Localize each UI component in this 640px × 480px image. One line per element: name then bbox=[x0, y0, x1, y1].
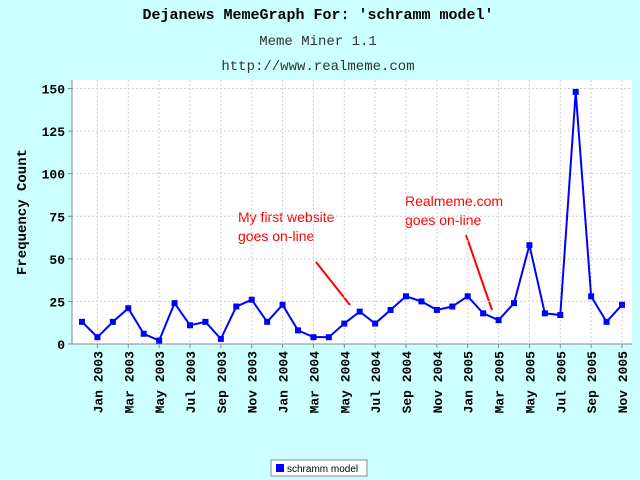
data-point bbox=[279, 301, 286, 308]
x-tick-label: Mar 2003 bbox=[122, 351, 137, 414]
annotation-line: goes on-line bbox=[238, 228, 314, 244]
chart-title: Dejanews MemeGraph For: 'schramm model' bbox=[142, 7, 493, 24]
data-point bbox=[248, 296, 255, 303]
y-tick-label: 100 bbox=[42, 168, 66, 183]
legend-swatch bbox=[276, 464, 284, 472]
annotation-arrow bbox=[465, 234, 493, 311]
data-point bbox=[619, 301, 625, 308]
data-point bbox=[156, 337, 163, 344]
data-point bbox=[557, 312, 564, 319]
x-tick-label: Sep 2005 bbox=[585, 351, 600, 414]
data-point bbox=[94, 334, 101, 341]
data-point bbox=[387, 306, 394, 313]
y-axis-label: Frequency Count bbox=[15, 149, 31, 275]
y-tick-label: 0 bbox=[57, 338, 65, 353]
data-point bbox=[449, 303, 456, 310]
data-point bbox=[511, 300, 517, 307]
data-point bbox=[187, 322, 193, 329]
data-point bbox=[217, 335, 224, 342]
data-point bbox=[433, 306, 440, 313]
data-point bbox=[403, 293, 409, 300]
data-point bbox=[603, 318, 610, 325]
data-point bbox=[341, 320, 348, 327]
chart-subtitle: Meme Miner 1.1 bbox=[259, 34, 377, 50]
data-point bbox=[233, 303, 240, 310]
data-point bbox=[356, 308, 363, 315]
data-point bbox=[372, 320, 379, 327]
data-point bbox=[588, 293, 595, 300]
data-point bbox=[495, 317, 502, 324]
x-tick-label: Jan 2004 bbox=[277, 351, 292, 414]
x-tick-label: Jan 2003 bbox=[91, 351, 106, 414]
x-tick-label: Sep 2004 bbox=[400, 351, 415, 414]
data-point bbox=[125, 305, 132, 312]
x-tick-label: Jan 2005 bbox=[462, 351, 477, 414]
data-point bbox=[79, 318, 85, 325]
x-tick-label: Jul 2004 bbox=[369, 351, 384, 414]
plot-area bbox=[72, 80, 632, 344]
data-point bbox=[109, 318, 116, 325]
x-tick-label: Nov 2003 bbox=[246, 351, 261, 414]
data-point bbox=[264, 318, 271, 325]
data-point bbox=[202, 318, 209, 325]
x-tick-label: May 2003 bbox=[153, 351, 168, 414]
y-tick-label: 125 bbox=[42, 125, 66, 140]
data-point bbox=[310, 334, 317, 341]
annotation: My first website goes on-line bbox=[238, 209, 351, 306]
annotation-line: goes on-line bbox=[405, 212, 481, 228]
x-tick-label: Mar 2005 bbox=[493, 351, 508, 414]
y-tick-label: 25 bbox=[49, 295, 65, 310]
y-tick-label: 50 bbox=[49, 253, 65, 268]
legend-label: schramm model bbox=[287, 464, 358, 475]
x-tick-label: Sep 2003 bbox=[215, 351, 230, 414]
data-point bbox=[572, 88, 579, 95]
y-tick-label: 75 bbox=[49, 210, 65, 225]
legend-box bbox=[270, 459, 368, 477]
data-point bbox=[541, 310, 548, 317]
data-point bbox=[295, 327, 301, 334]
data-point bbox=[140, 330, 147, 337]
series-line bbox=[81, 91, 623, 342]
x-tick-label: Mar 2004 bbox=[307, 351, 322, 414]
data-point bbox=[418, 298, 425, 305]
x-tick-label: May 2005 bbox=[523, 351, 538, 414]
x-tick-label: Nov 2005 bbox=[616, 351, 631, 414]
data-point bbox=[325, 334, 332, 341]
legend: schramm model bbox=[270, 459, 368, 477]
data-point bbox=[480, 310, 487, 317]
data-point bbox=[464, 293, 471, 300]
annotation-line: My first website bbox=[238, 209, 335, 225]
data-point bbox=[171, 300, 178, 307]
x-tick-label: Jul 2005 bbox=[554, 351, 569, 414]
chart-url: http://www.realmeme.com bbox=[221, 59, 414, 75]
x-tick-label: Nov 2004 bbox=[431, 351, 446, 414]
data-point bbox=[526, 242, 533, 249]
annotation-line: Realmeme.com bbox=[405, 193, 503, 209]
y-tick-label: 150 bbox=[42, 83, 66, 98]
x-tick-label: May 2004 bbox=[338, 351, 353, 414]
x-tick-label: Jul 2003 bbox=[184, 351, 199, 414]
